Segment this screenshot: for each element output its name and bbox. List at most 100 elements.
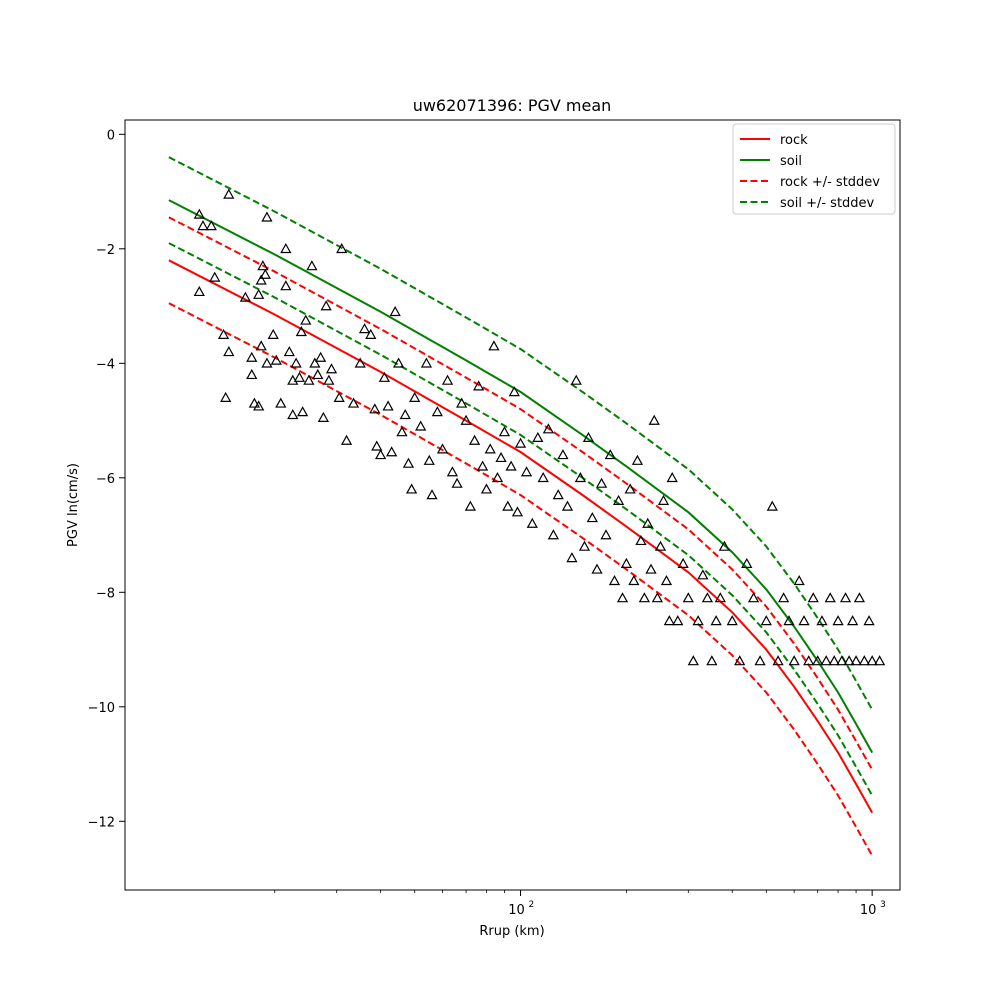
legend-label-0: rock <box>780 133 808 148</box>
data-point <box>255 340 267 351</box>
data-point <box>267 328 279 339</box>
data-point <box>280 242 292 254</box>
data-point <box>574 471 587 483</box>
data-point <box>777 592 790 603</box>
data-point <box>259 268 271 279</box>
data-point <box>197 220 209 231</box>
legend-label-2: rock +/- stddev <box>780 175 880 190</box>
data-point <box>223 346 235 357</box>
data-point <box>850 655 862 666</box>
data-point <box>714 592 726 603</box>
data-point <box>473 380 485 391</box>
data-point <box>246 368 258 380</box>
data-point <box>426 489 438 500</box>
data-point <box>402 457 415 468</box>
data-point <box>205 220 217 231</box>
x-tick-label: 10 <box>508 903 525 918</box>
data-point <box>375 449 387 460</box>
y-tick-label: −12 <box>88 815 115 830</box>
data-point <box>638 592 650 603</box>
data-point <box>692 615 704 626</box>
data-point <box>608 575 621 586</box>
data-point <box>511 506 524 517</box>
data-point <box>788 655 800 666</box>
data-point <box>706 655 718 666</box>
data-point <box>520 466 533 477</box>
data-point <box>257 260 269 271</box>
data-point <box>701 592 714 603</box>
data-point <box>309 357 321 368</box>
data-point <box>828 655 840 666</box>
data-point <box>620 557 633 568</box>
data-point <box>616 592 629 603</box>
series-line-3-upper <box>168 156 874 711</box>
data-point <box>488 340 500 351</box>
data-point <box>628 575 640 586</box>
legend: rock soil rock +/- stddev soil +/- stddev <box>732 123 896 215</box>
data-point <box>296 406 309 417</box>
data-point <box>312 368 324 380</box>
data-point <box>600 529 612 540</box>
data-point <box>866 655 878 666</box>
data-point <box>537 471 549 483</box>
axes-frame <box>124 119 901 891</box>
data-point <box>557 449 569 460</box>
data-point <box>853 592 866 603</box>
data-point <box>378 371 391 382</box>
data-point <box>657 494 670 505</box>
data-point <box>476 460 489 471</box>
data-point <box>464 500 477 511</box>
data-point <box>648 414 660 425</box>
data-point <box>526 517 538 528</box>
data-point <box>793 575 805 586</box>
data-point <box>803 655 815 666</box>
data-point <box>798 615 810 626</box>
data-point <box>220 391 232 402</box>
data-point <box>317 411 330 422</box>
data-point <box>223 188 235 199</box>
data-point <box>431 406 443 417</box>
data-point <box>300 314 312 325</box>
data-point <box>280 280 292 291</box>
data-point <box>209 271 221 282</box>
data-point <box>371 440 383 451</box>
y-tick-label: −6 <box>96 472 115 487</box>
data-point <box>873 655 886 666</box>
y-tick-label: −2 <box>96 243 115 258</box>
data-point <box>660 575 673 586</box>
data-point <box>255 274 267 285</box>
data-point <box>726 615 738 626</box>
data-point <box>816 615 828 626</box>
data-point <box>570 374 582 385</box>
data-point <box>836 655 848 666</box>
data-point <box>631 454 644 465</box>
data-point <box>441 374 454 385</box>
data-point <box>491 471 504 483</box>
data-point <box>405 483 418 494</box>
data-point <box>333 391 345 402</box>
legend-box <box>732 123 896 215</box>
data-point <box>484 443 496 454</box>
data-point <box>677 557 689 568</box>
data-point <box>666 471 678 483</box>
data-point <box>369 403 381 414</box>
data-point <box>336 242 348 254</box>
data-point <box>847 615 859 626</box>
legend-label-1: soil <box>780 154 802 169</box>
data-point <box>807 592 819 603</box>
data-point <box>253 288 265 299</box>
x-tick-label: 10 <box>860 903 877 918</box>
data-point <box>498 426 511 437</box>
data-point <box>239 291 252 302</box>
data-point <box>320 300 332 311</box>
data-point <box>820 655 832 666</box>
data-point <box>812 655 824 666</box>
data-point <box>396 426 408 437</box>
data-point <box>612 494 625 505</box>
data-point <box>323 374 335 385</box>
y-axis-label: PGV ln(cm/s) <box>66 463 81 547</box>
chart-title: uw62071396: PGV mean <box>413 96 612 115</box>
data-point <box>754 655 766 666</box>
data-point <box>542 423 555 434</box>
data-point <box>514 437 527 448</box>
